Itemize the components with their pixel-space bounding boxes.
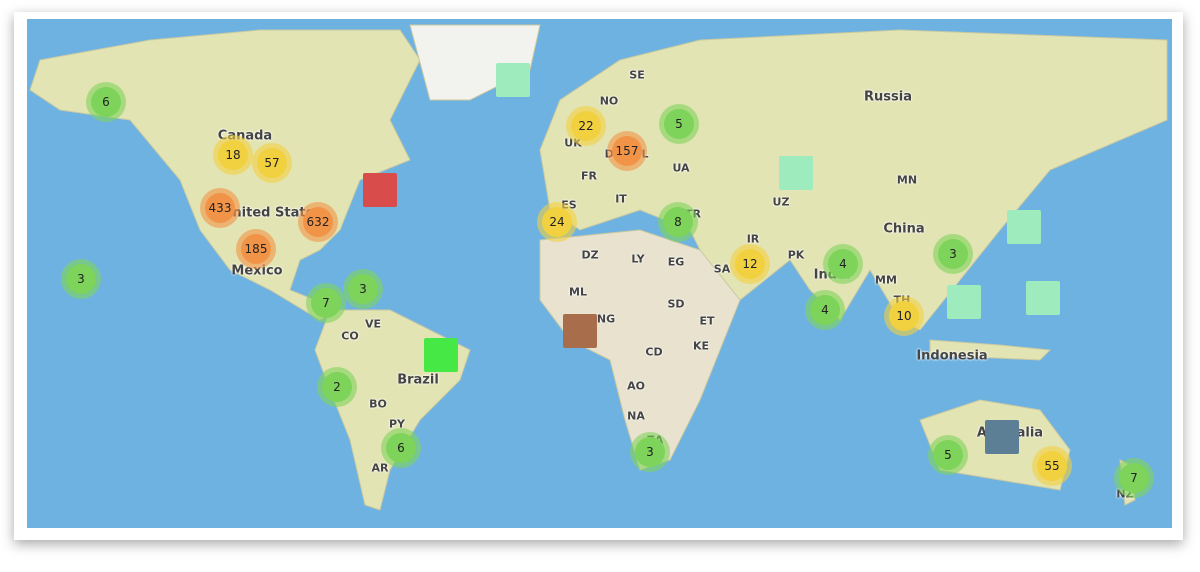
world-map[interactable]: Canada United States Mexico Brazil VE CO BO PY A… bbox=[27, 19, 1172, 528]
cluster-marker[interactable]: 6 bbox=[381, 428, 421, 468]
cluster-count: 2 bbox=[322, 372, 352, 402]
cluster-marker[interactable]: 632 bbox=[298, 202, 338, 242]
country-label: Mexico bbox=[231, 263, 283, 279]
cluster-marker[interactable]: 12 bbox=[730, 244, 770, 284]
square-marker[interactable] bbox=[947, 285, 981, 319]
cluster-count: 55 bbox=[1037, 451, 1067, 481]
cluster-count: 6 bbox=[386, 433, 416, 463]
cluster-count: 3 bbox=[66, 264, 96, 294]
country-label: CO bbox=[341, 329, 359, 343]
cluster-count: 24 bbox=[542, 207, 572, 237]
country-label: SE bbox=[629, 68, 645, 82]
country-label: FR bbox=[581, 169, 597, 183]
country-label: MN bbox=[896, 173, 918, 187]
country-label: LY bbox=[631, 252, 645, 266]
country-label: VE bbox=[364, 317, 382, 331]
cluster-marker[interactable]: 7 bbox=[306, 283, 346, 323]
square-marker[interactable] bbox=[563, 314, 597, 348]
cluster-marker[interactable]: 3 bbox=[933, 234, 973, 274]
cluster-marker[interactable]: 18 bbox=[213, 135, 253, 175]
country-label: NG bbox=[596, 312, 616, 326]
country-label: MM bbox=[875, 273, 897, 287]
cluster-marker[interactable]: 7 bbox=[1114, 458, 1154, 498]
country-label: PY bbox=[388, 417, 406, 431]
country-label: ML bbox=[569, 285, 587, 299]
square-marker[interactable] bbox=[496, 63, 530, 97]
cluster-count: 7 bbox=[1119, 463, 1149, 493]
cluster-count: 5 bbox=[664, 109, 694, 139]
country-label: NO bbox=[599, 94, 619, 108]
cluster-count: 6 bbox=[91, 87, 121, 117]
country-label: AO bbox=[627, 379, 645, 393]
cluster-marker[interactable]: 3 bbox=[343, 269, 383, 309]
cluster-count: 632 bbox=[303, 207, 333, 237]
cluster-marker[interactable]: 8 bbox=[658, 202, 698, 242]
square-marker[interactable] bbox=[779, 156, 813, 190]
square-marker[interactable] bbox=[985, 420, 1019, 454]
cluster-count: 3 bbox=[635, 437, 665, 467]
country-label: IR bbox=[746, 232, 760, 246]
cluster-marker[interactable]: 57 bbox=[252, 143, 292, 183]
country-label: DZ bbox=[581, 248, 599, 262]
cluster-marker[interactable]: 4 bbox=[805, 290, 845, 330]
square-marker[interactable] bbox=[363, 173, 397, 207]
cluster-count: 433 bbox=[205, 193, 235, 223]
country-label: EG bbox=[667, 255, 685, 269]
country-label: UZ bbox=[772, 195, 790, 209]
cluster-marker[interactable]: 3 bbox=[630, 432, 670, 472]
cluster-marker[interactable]: 4 bbox=[823, 244, 863, 284]
cluster-marker[interactable]: 55 bbox=[1032, 446, 1072, 486]
cluster-marker[interactable]: 157 bbox=[607, 131, 647, 171]
cluster-marker[interactable]: 5 bbox=[928, 435, 968, 475]
country-label: PK bbox=[787, 248, 805, 262]
country-label: Russia bbox=[864, 89, 912, 105]
cluster-count: 10 bbox=[889, 301, 919, 331]
cluster-count: 8 bbox=[663, 207, 693, 237]
cluster-count: 3 bbox=[348, 274, 378, 304]
cluster-count: 57 bbox=[257, 148, 287, 178]
country-label: SD bbox=[667, 297, 685, 311]
country-label: AR bbox=[371, 461, 389, 475]
country-label: China bbox=[883, 221, 925, 237]
cluster-count: 7 bbox=[311, 288, 341, 318]
cluster-marker[interactable]: 5 bbox=[659, 104, 699, 144]
country-label: UA bbox=[672, 161, 690, 175]
country-label: BO bbox=[369, 397, 387, 411]
cluster-count: 157 bbox=[612, 136, 642, 166]
country-label: United States bbox=[221, 205, 323, 221]
cluster-marker[interactable]: 24 bbox=[537, 202, 577, 242]
cluster-marker[interactable]: 433 bbox=[200, 188, 240, 228]
cluster-count: 185 bbox=[241, 234, 271, 264]
square-marker[interactable] bbox=[1026, 281, 1060, 315]
square-marker[interactable] bbox=[424, 338, 458, 372]
country-label: Indonesia bbox=[916, 348, 988, 364]
cluster-count: 3 bbox=[938, 239, 968, 269]
cluster-marker[interactable]: 22 bbox=[566, 106, 606, 146]
indonesia bbox=[929, 339, 1052, 361]
cluster-marker[interactable]: 185 bbox=[236, 229, 276, 269]
cluster-count: 12 bbox=[735, 249, 765, 279]
country-label: ET bbox=[699, 314, 715, 328]
cluster-marker[interactable]: 6 bbox=[86, 82, 126, 122]
cluster-count: 5 bbox=[933, 440, 963, 470]
country-label: KE bbox=[692, 339, 710, 353]
country-label: Brazil bbox=[397, 372, 439, 388]
square-marker[interactable] bbox=[1007, 210, 1041, 244]
cluster-marker[interactable]: 2 bbox=[317, 367, 357, 407]
cluster-count: 4 bbox=[810, 295, 840, 325]
country-label: CD bbox=[645, 345, 663, 359]
country-label: NA bbox=[627, 409, 645, 423]
land-layer bbox=[29, 24, 1168, 511]
cluster-count: 4 bbox=[828, 249, 858, 279]
cluster-count: 22 bbox=[571, 111, 601, 141]
cluster-count: 18 bbox=[218, 140, 248, 170]
cluster-marker[interactable]: 10 bbox=[884, 296, 924, 336]
country-label: SA bbox=[713, 262, 731, 276]
country-label: IT bbox=[615, 192, 627, 206]
cluster-marker[interactable]: 3 bbox=[61, 259, 101, 299]
north-america bbox=[29, 29, 421, 321]
